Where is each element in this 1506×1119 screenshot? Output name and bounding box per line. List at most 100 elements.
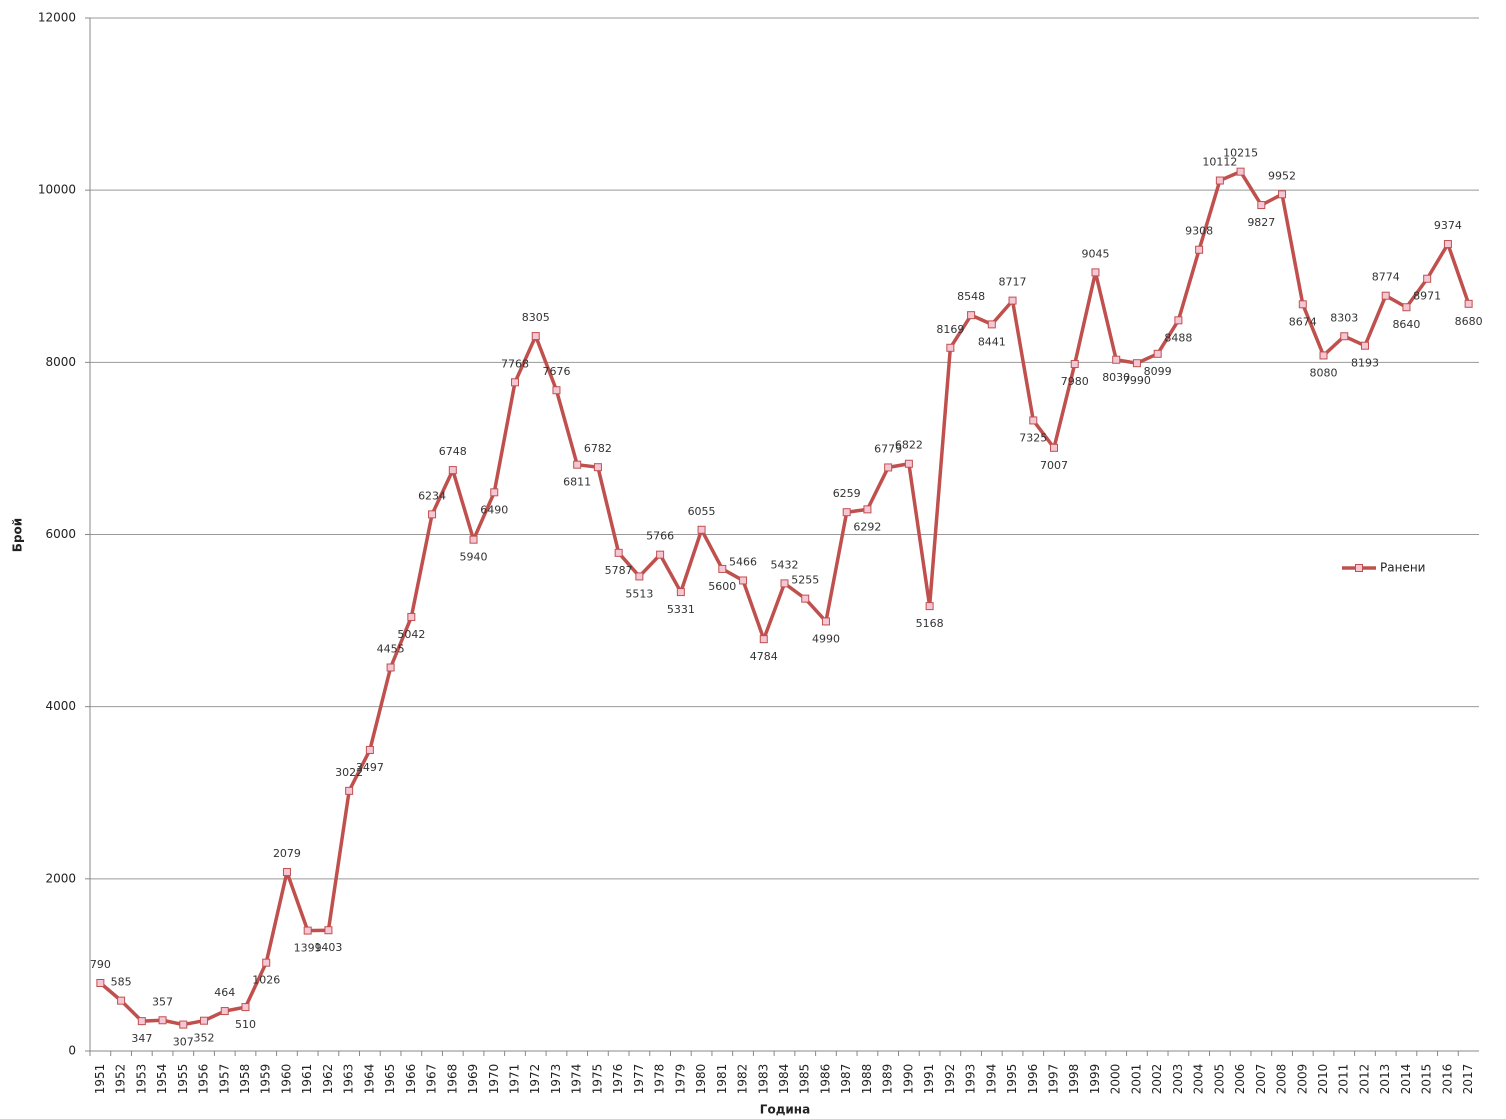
x-tick-label: 1968 bbox=[445, 1064, 459, 1095]
marker bbox=[1381, 291, 1390, 300]
x-tick-label: 1954 bbox=[155, 1064, 169, 1095]
marker bbox=[262, 958, 271, 967]
x-tick-label: 2016 bbox=[1440, 1064, 1454, 1095]
x-tick-label: 1997 bbox=[1047, 1064, 1061, 1095]
marker bbox=[1298, 300, 1307, 309]
data-label: 5432 bbox=[771, 558, 799, 571]
data-label: 6055 bbox=[688, 505, 716, 518]
marker bbox=[1091, 268, 1100, 277]
x-tick-label: 1970 bbox=[487, 1064, 501, 1095]
marker bbox=[448, 466, 457, 475]
marker bbox=[904, 459, 913, 468]
x-tick-label: 1960 bbox=[279, 1064, 293, 1095]
data-label: 4455 bbox=[377, 642, 405, 655]
data-label: 6234 bbox=[418, 489, 446, 502]
data-label: 9374 bbox=[1434, 219, 1462, 232]
marker bbox=[345, 786, 354, 795]
x-tick-label: 2000 bbox=[1109, 1064, 1123, 1095]
data-label: 8774 bbox=[1372, 271, 1400, 284]
x-tick-label: 1955 bbox=[176, 1064, 190, 1095]
x-tick-label: 2007 bbox=[1254, 1064, 1268, 1095]
x-tick-label: 1967 bbox=[425, 1064, 439, 1095]
x-tick-label: 1999 bbox=[1088, 1064, 1102, 1095]
marker bbox=[718, 564, 727, 573]
x-tick-label: 1961 bbox=[300, 1064, 314, 1095]
data-label: 6490 bbox=[480, 503, 508, 516]
marker bbox=[884, 463, 893, 472]
data-label: 6782 bbox=[584, 442, 612, 455]
data-label: 6259 bbox=[833, 487, 861, 500]
marker bbox=[117, 996, 126, 1005]
data-label: 1403 bbox=[314, 941, 342, 954]
marker bbox=[1257, 201, 1266, 210]
marker bbox=[635, 572, 644, 581]
data-label: 6748 bbox=[439, 445, 467, 458]
marker bbox=[676, 588, 685, 597]
marker bbox=[863, 505, 872, 514]
marker bbox=[1174, 316, 1183, 325]
data-label: 8680 bbox=[1455, 315, 1483, 328]
x-tick-label: 2017 bbox=[1461, 1064, 1475, 1095]
marker bbox=[987, 320, 996, 329]
x-tick-label: 2003 bbox=[1171, 1064, 1185, 1095]
data-label: 6811 bbox=[563, 476, 591, 489]
x-tick-label: 1978 bbox=[653, 1064, 667, 1095]
x-tick-label: 1972 bbox=[528, 1064, 542, 1095]
x-tick-label: 1975 bbox=[590, 1064, 604, 1095]
x-tick-label: 1995 bbox=[1005, 1064, 1019, 1095]
marker bbox=[407, 612, 416, 621]
x-tick-label: 2012 bbox=[1357, 1064, 1371, 1095]
data-label: 5787 bbox=[605, 564, 633, 577]
data-label: 8488 bbox=[1164, 331, 1192, 344]
marker bbox=[697, 525, 706, 534]
x-tick-label: 1973 bbox=[549, 1064, 563, 1095]
x-tick-label: 1956 bbox=[197, 1064, 211, 1095]
x-tick-label: 1987 bbox=[839, 1064, 853, 1095]
marker bbox=[1132, 359, 1141, 368]
data-label: 10215 bbox=[1223, 147, 1258, 160]
data-label: 5766 bbox=[646, 530, 674, 543]
data-label: 9952 bbox=[1268, 169, 1296, 182]
marker bbox=[531, 332, 540, 341]
data-label: 8303 bbox=[1330, 311, 1358, 324]
data-label: 7325 bbox=[1019, 431, 1047, 444]
marker bbox=[614, 548, 623, 557]
data-label: 3022 bbox=[335, 766, 363, 779]
y-tick-label: 12000 bbox=[38, 11, 76, 25]
line bbox=[99, 169, 1471, 1027]
marker bbox=[1423, 274, 1432, 283]
x-tick-label: 2008 bbox=[1275, 1064, 1289, 1095]
data-label: 5513 bbox=[625, 587, 653, 600]
data-label: 8441 bbox=[978, 335, 1006, 348]
marker bbox=[967, 311, 976, 320]
data-label: 8193 bbox=[1351, 357, 1379, 370]
x-tick-label: 1959 bbox=[259, 1064, 273, 1095]
x-tick-label: 1986 bbox=[818, 1064, 832, 1095]
y-tick-label: 4000 bbox=[45, 699, 76, 713]
data-label: 5042 bbox=[397, 628, 425, 641]
marker bbox=[428, 510, 437, 519]
data-label: 347 bbox=[131, 1032, 152, 1045]
marker bbox=[1215, 176, 1224, 185]
marker bbox=[1153, 349, 1162, 358]
marker bbox=[1050, 443, 1059, 452]
x-tick-label: 2013 bbox=[1378, 1064, 1392, 1095]
data-label: 357 bbox=[152, 995, 173, 1008]
x-tick-label: 1992 bbox=[943, 1064, 957, 1095]
x-tick-label: 2002 bbox=[1150, 1064, 1164, 1095]
x-tick-label: 1984 bbox=[777, 1064, 791, 1095]
marker bbox=[386, 663, 395, 672]
marker bbox=[925, 602, 934, 611]
y-tick-label: 8000 bbox=[45, 355, 76, 369]
marker bbox=[1029, 416, 1038, 425]
marker bbox=[1340, 332, 1349, 341]
marker bbox=[1236, 167, 1245, 176]
marker bbox=[200, 1016, 209, 1025]
data-label: 8548 bbox=[957, 290, 985, 303]
marker bbox=[759, 635, 768, 644]
data-label: 9045 bbox=[1081, 247, 1109, 260]
marker bbox=[220, 1007, 229, 1016]
marker bbox=[1112, 355, 1121, 364]
